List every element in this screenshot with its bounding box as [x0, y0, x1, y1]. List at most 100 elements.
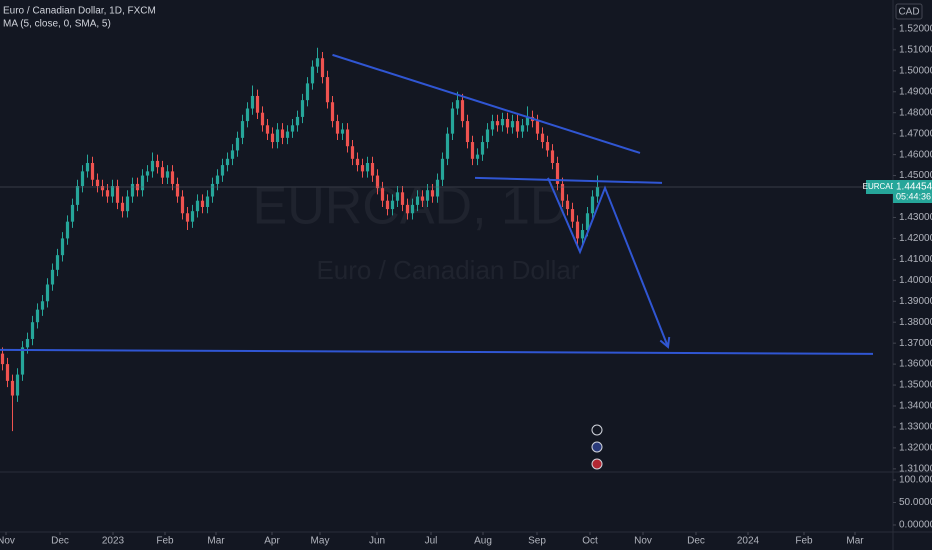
- x-tick-label: Jun: [369, 536, 385, 547]
- candle-body: [105, 190, 110, 197]
- y-tick-label: 1.33000: [899, 422, 932, 433]
- candle-body: [30, 322, 35, 339]
- indicator-label: MA (5, close, 0, SMA, 5): [3, 19, 111, 30]
- candle-body: [565, 200, 570, 210]
- candle-body: [250, 95, 255, 109]
- candle-body: [300, 100, 305, 117]
- last-price-label: 1.44454: [896, 182, 932, 193]
- x-tick-label: Mar: [207, 536, 225, 547]
- candle-body: [500, 118, 505, 126]
- candle-body: [125, 196, 130, 212]
- candle-body: [480, 142, 485, 155]
- y-tick-label: 1.47000: [899, 128, 932, 139]
- candle-body: [535, 121, 540, 134]
- x-tick-label: 2023: [102, 536, 125, 547]
- event-icons[interactable]: [591, 424, 603, 470]
- symbol-label: EURCAD: [863, 182, 897, 191]
- candle-body: [60, 238, 65, 256]
- x-tick-label: 2024: [737, 536, 760, 547]
- y-tick-label: 1.45000: [899, 170, 932, 181]
- candle-body: [20, 347, 25, 375]
- candle-body: [10, 380, 15, 396]
- candle-body: [0, 353, 5, 365]
- y-tick-label: 1.39000: [899, 296, 932, 307]
- x-tick-label: Feb: [156, 536, 174, 547]
- candle-body: [270, 133, 275, 143]
- candle-body: [460, 100, 465, 122]
- y-tick-label: 1.46000: [899, 149, 932, 160]
- candle-body: [545, 142, 550, 151]
- candle-body: [510, 121, 515, 128]
- candle-body: [285, 131, 290, 138]
- candle-body: [170, 171, 175, 184]
- candle-body: [205, 196, 210, 207]
- y-tick-label: 1.48000: [899, 107, 932, 118]
- candle-body: [210, 183, 215, 197]
- last-price-badge: [893, 179, 932, 203]
- candle-body: [110, 186, 115, 197]
- candle-body: [130, 183, 135, 197]
- candle-body: [185, 213, 190, 222]
- candle-body: [40, 301, 45, 310]
- y-tick-label: 1.41000: [899, 254, 932, 265]
- candle-body: [440, 158, 445, 180]
- watermark-symbol: EURCAD, 1D: [253, 178, 568, 236]
- candle-body: [50, 269, 55, 285]
- y-tick-label: 1.42000: [899, 233, 932, 244]
- candle-body: [420, 196, 425, 201]
- candle-body: [55, 255, 60, 270]
- currency[interactable]: CAD: [898, 7, 919, 18]
- candle-body: [490, 121, 495, 130]
- candle-body: [215, 175, 220, 184]
- y-tick-label: 1.36000: [899, 359, 932, 370]
- y-tick-label: 1.38000: [899, 317, 932, 328]
- candle-body: [25, 338, 30, 348]
- candle-body: [395, 192, 400, 201]
- candle-body: [175, 183, 180, 197]
- candle-body: [85, 162, 90, 172]
- candle-body: [165, 171, 170, 178]
- candle-body: [360, 165, 365, 172]
- candle-body: [5, 364, 10, 381]
- chart-title: Euro / Canadian Dollar, 1D, FXCM: [3, 6, 156, 17]
- event-icon[interactable]: [591, 458, 603, 470]
- event-icon[interactable]: [591, 441, 603, 453]
- candle-body: [380, 188, 385, 201]
- candle-body: [555, 162, 560, 184]
- candle-body: [445, 133, 450, 159]
- x-tick-label: Jul: [425, 536, 438, 547]
- y-tick-label: 50.00000: [899, 497, 932, 508]
- trend-line: [0, 348, 874, 355]
- y-tick-label: 1.37000: [899, 338, 932, 349]
- candle-body: [90, 162, 95, 180]
- trend-line: [332, 53, 641, 154]
- candle-body: [190, 211, 195, 222]
- y-tick-label: 1.51000: [899, 45, 932, 56]
- arrow-head: [659, 336, 671, 349]
- candle-body: [140, 175, 145, 191]
- candle-body: [585, 213, 590, 231]
- y-tick-label: 1.43000: [899, 212, 932, 223]
- y-tick-label: 1.49000: [899, 86, 932, 97]
- candle-body: [150, 160, 155, 172]
- event-icon[interactable]: [591, 424, 603, 436]
- candle-body: [35, 309, 40, 323]
- candle-body: [505, 118, 510, 128]
- candle-body: [425, 190, 430, 201]
- candle-body: [590, 196, 595, 214]
- candle-body: [325, 77, 330, 103]
- candle-body: [180, 196, 185, 214]
- candle-body: [450, 108, 455, 134]
- x-tick-label: Apr: [264, 536, 280, 547]
- candle-body: [195, 200, 200, 212]
- candle-body: [430, 190, 435, 197]
- currency-box[interactable]: [895, 3, 923, 20]
- candle-body: [320, 58, 325, 78]
- candle-body: [540, 133, 545, 143]
- candle-body: [310, 66, 315, 84]
- candle-body: [410, 204, 415, 214]
- candle-body: [145, 171, 150, 176]
- candle-body: [465, 121, 470, 143]
- candle-body: [65, 221, 70, 239]
